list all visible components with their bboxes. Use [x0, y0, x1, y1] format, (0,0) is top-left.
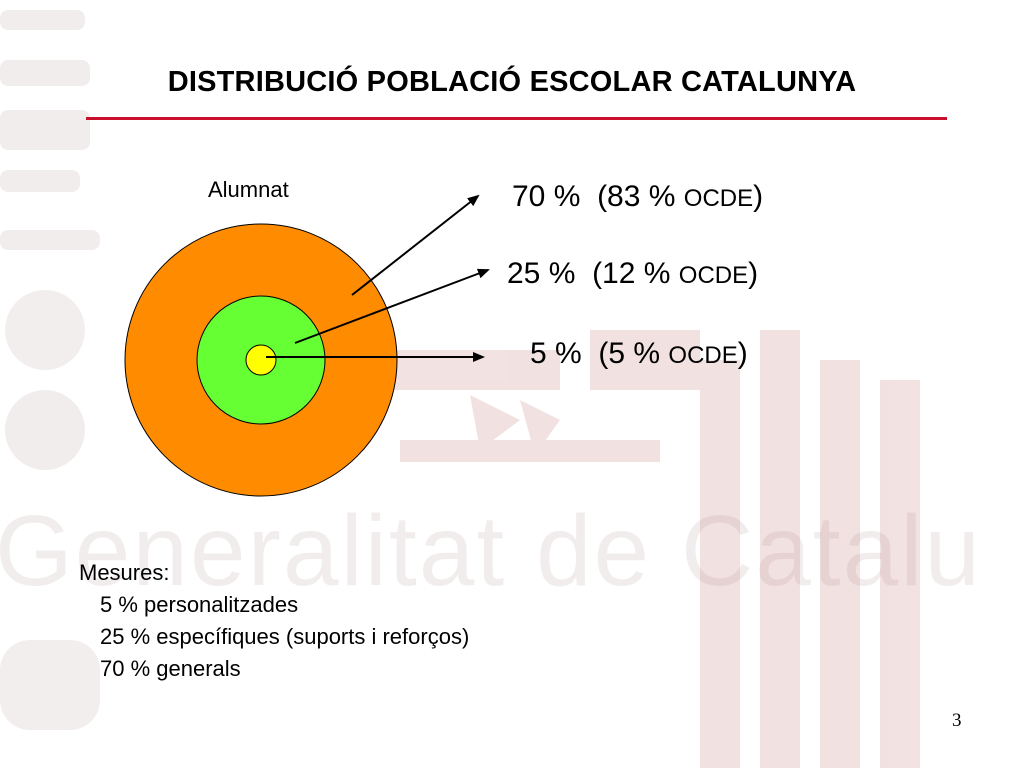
measures-item: 5 % personalitzades: [100, 592, 299, 617]
ring-compare: (5 %: [598, 337, 661, 370]
ring-value: 70 %: [512, 180, 581, 213]
ring-source: OCDE: [668, 342, 738, 369]
ring-compare: (12 %: [592, 257, 671, 290]
ring-label-middle: 25 % (12 % OCDE): [507, 257, 758, 291]
arrow-outer: [351, 194, 480, 296]
ring-value: 25 %: [507, 257, 576, 290]
ring-inner: [245, 344, 277, 376]
page-number: 3: [952, 710, 962, 731]
ring-close: ): [748, 257, 759, 290]
ring-source: OCDE: [683, 185, 754, 212]
ring-close: ): [753, 180, 764, 213]
measures-heading: Mesures:: [79, 560, 170, 585]
slide-title: DISTRIBUCIÓ POBLACIÓ ESCOLAR CATALUNYA: [167, 66, 857, 98]
ring-label-outer: 70 % (83 % OCDE): [512, 180, 763, 214]
ring-source: OCDE: [678, 262, 749, 289]
svg-text:Generalitat de Catalu: Generalitat de Catalu: [0, 495, 982, 607]
ring-value: 5 %: [530, 337, 582, 370]
measures-item: 70 % generals: [100, 656, 241, 681]
generalitat-logo-icon: [390, 330, 920, 768]
title-rule: [86, 117, 947, 120]
arrow-middle: [294, 268, 490, 344]
measures-list: Mesures: 5 % personalitzades 25 % especí…: [79, 557, 469, 685]
measures-item: 25 % específiques (suports i reforços): [100, 624, 470, 649]
ring-label-inner: 5 % (5 % OCDE): [530, 337, 748, 371]
ring-close: ): [737, 337, 748, 370]
ring-compare: (83 %: [597, 180, 676, 213]
diagram-label: Alumnat: [208, 177, 289, 202]
